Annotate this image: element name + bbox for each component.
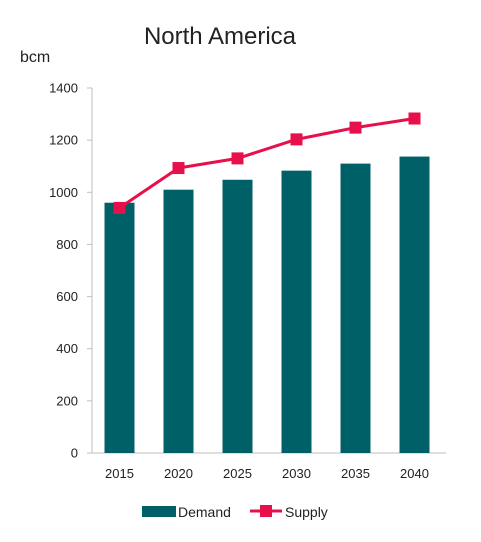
x-tick-label: 2030 <box>282 466 311 481</box>
supply-point <box>172 162 185 175</box>
legend-label-supply: Supply <box>285 504 328 520</box>
y-tick-label: 800 <box>56 237 78 252</box>
legend-swatch-supply-marker <box>260 505 272 517</box>
x-axis-ticks: 2015 2020 2025 2030 2035 2040 <box>105 466 429 481</box>
x-tick-label: 2040 <box>400 466 429 481</box>
supply-point <box>113 201 126 214</box>
x-tick-label: 2020 <box>164 466 193 481</box>
demand-bar <box>281 170 312 453</box>
supply-line <box>118 117 415 210</box>
demand-bar <box>399 156 430 453</box>
y-tick-label: 1200 <box>49 133 78 148</box>
y-axis-ticks: 0 200 400 600 800 1000 1200 1400 <box>49 81 92 461</box>
y-tick-label: 400 <box>56 341 78 356</box>
y-tick-label: 200 <box>56 393 78 408</box>
legend-swatch-demand <box>142 506 176 517</box>
legend: Demand Supply <box>142 504 328 520</box>
y-axis-unit-label: bcm <box>20 49 50 66</box>
demand-bar <box>163 189 194 453</box>
demand-bars <box>104 156 430 453</box>
x-tick-label: 2015 <box>105 466 134 481</box>
x-tick-label: 2035 <box>341 466 370 481</box>
supply-point <box>290 133 303 146</box>
demand-bar <box>104 202 135 453</box>
supply-point <box>408 112 421 125</box>
y-tick-label: 600 <box>56 289 78 304</box>
y-tick-label: 1000 <box>49 185 78 200</box>
demand-bar <box>222 179 253 453</box>
y-tick-label: 1400 <box>49 81 78 96</box>
legend-label-demand: Demand <box>178 504 231 520</box>
supply-line-series <box>113 112 421 214</box>
supply-point <box>231 152 244 165</box>
y-tick-label: 0 <box>71 446 78 461</box>
chart-title: North America <box>144 23 297 50</box>
x-tick-label: 2025 <box>223 466 252 481</box>
demand-bar <box>340 163 371 453</box>
supply-point <box>349 121 362 134</box>
